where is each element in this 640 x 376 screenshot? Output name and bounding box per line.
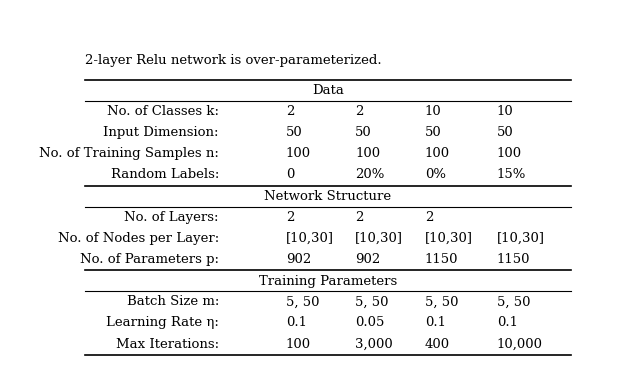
Text: 50: 50: [355, 126, 372, 139]
Text: 100: 100: [355, 147, 380, 160]
Text: 0: 0: [286, 168, 294, 182]
Text: 902: 902: [355, 253, 381, 266]
Text: 5, 50: 5, 50: [425, 295, 458, 308]
Text: Learning Rate η:: Learning Rate η:: [106, 317, 219, 329]
Text: 2: 2: [355, 211, 364, 224]
Text: No. of Nodes per Layer:: No. of Nodes per Layer:: [58, 232, 219, 245]
Text: 5, 50: 5, 50: [497, 295, 530, 308]
Text: 2-layer Relu network is over-parameterized.: 2-layer Relu network is over-parameteriz…: [85, 54, 381, 67]
Text: 50: 50: [425, 126, 442, 139]
Text: 100: 100: [286, 338, 311, 350]
Text: 3,000: 3,000: [355, 338, 393, 350]
Text: No. of Parameters p:: No. of Parameters p:: [80, 253, 219, 266]
Text: 0%: 0%: [425, 168, 445, 182]
Text: 0.1: 0.1: [425, 317, 445, 329]
Text: Data: Data: [312, 84, 344, 97]
Text: 50: 50: [497, 126, 513, 139]
Text: No. of Layers:: No. of Layers:: [124, 211, 219, 224]
Text: 2: 2: [286, 105, 294, 118]
Text: 50: 50: [286, 126, 303, 139]
Text: 2: 2: [286, 211, 294, 224]
Text: Network Structure: Network Structure: [264, 190, 392, 203]
Text: 20%: 20%: [355, 168, 385, 182]
Text: [10,30]: [10,30]: [286, 232, 334, 245]
Text: Training Parameters: Training Parameters: [259, 274, 397, 288]
Text: 0.05: 0.05: [355, 317, 385, 329]
Text: 10,000: 10,000: [497, 338, 543, 350]
Text: 2: 2: [425, 211, 433, 224]
Text: 100: 100: [425, 147, 450, 160]
Text: 0.1: 0.1: [497, 317, 518, 329]
Text: Random Labels:: Random Labels:: [111, 168, 219, 182]
Text: 5, 50: 5, 50: [355, 295, 388, 308]
Text: 1150: 1150: [497, 253, 530, 266]
Text: 1150: 1150: [425, 253, 458, 266]
Text: [10,30]: [10,30]: [355, 232, 403, 245]
Text: 2: 2: [355, 105, 364, 118]
Text: Batch Size m:: Batch Size m:: [127, 295, 219, 308]
Text: 10: 10: [497, 105, 513, 118]
Text: No. of Classes k:: No. of Classes k:: [107, 105, 219, 118]
Text: 0.1: 0.1: [286, 317, 307, 329]
Text: No. of Training Samples n:: No. of Training Samples n:: [39, 147, 219, 160]
Text: Input Dimension:: Input Dimension:: [104, 126, 219, 139]
Text: 5, 50: 5, 50: [286, 295, 319, 308]
Text: 100: 100: [497, 147, 522, 160]
Text: 100: 100: [286, 147, 311, 160]
Text: 902: 902: [286, 253, 311, 266]
Text: [10,30]: [10,30]: [425, 232, 473, 245]
Text: 10: 10: [425, 105, 442, 118]
Text: Max Iterations:: Max Iterations:: [116, 338, 219, 350]
Text: 15%: 15%: [497, 168, 526, 182]
Text: 400: 400: [425, 338, 450, 350]
Text: [10,30]: [10,30]: [497, 232, 545, 245]
